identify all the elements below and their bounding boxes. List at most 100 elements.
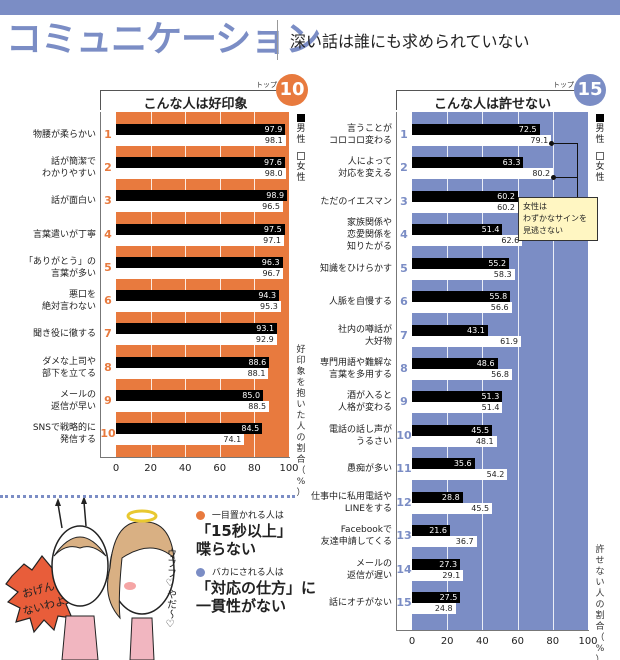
category-label: 人によって 対応を変える bbox=[338, 157, 392, 180]
bar-value-label: 92.9 bbox=[255, 335, 274, 345]
bar-male: 51.3 bbox=[412, 391, 503, 403]
bar-female: 61.9 bbox=[412, 335, 521, 347]
bar-male: 97.5 bbox=[116, 223, 285, 235]
callout-connector bbox=[553, 143, 577, 144]
gridline bbox=[185, 112, 187, 457]
illustration-two-women: おげんじゃ ないわよ!! ウフフ♡やだ〜♡ bbox=[5, 498, 177, 660]
note-headline: 「対応の仕方」に bbox=[196, 579, 317, 597]
bar-value-label: 28.8 bbox=[441, 492, 460, 502]
category-label: Facebookで 友達申請してくる bbox=[320, 525, 392, 548]
category-label: 酒が入ると 人格が変わる bbox=[337, 391, 392, 414]
bar-value-label: 79.1 bbox=[530, 135, 549, 145]
top-label: トップ bbox=[553, 81, 574, 89]
side-text: ウフフ♡やだ〜♡ bbox=[165, 548, 177, 630]
bar-value-label: 54.2 bbox=[486, 470, 505, 480]
note-caption: バカにされる人は bbox=[211, 568, 284, 578]
callout-connector bbox=[555, 177, 577, 178]
bar-female: 56.6 bbox=[412, 302, 512, 314]
bar-value-label: 97.5 bbox=[263, 224, 282, 234]
bar-value-label: 98.9 bbox=[266, 191, 285, 201]
bar-value-label: 85.0 bbox=[242, 391, 261, 401]
bar-value-label: 97.9 bbox=[264, 124, 283, 134]
bar-female: 60.2 bbox=[412, 201, 518, 213]
rank-number: 9 bbox=[400, 395, 408, 409]
chart-header: こんな人は許せない bbox=[396, 90, 588, 112]
bar-value-label: 96.5 bbox=[262, 202, 280, 212]
bar-male: 43.1 bbox=[412, 324, 488, 336]
rank-number: 7 bbox=[104, 327, 112, 341]
bar-value-label: 27.3 bbox=[439, 559, 458, 569]
bar-value-label: 24.8 bbox=[434, 604, 453, 614]
category-label: メールの 返信が遅い bbox=[346, 558, 392, 581]
bar-value-label: 55.8 bbox=[489, 292, 508, 302]
bar-male: 60.2 bbox=[412, 190, 518, 202]
x-tick-label: 80 bbox=[248, 463, 261, 474]
bar-female: 58.3 bbox=[412, 268, 515, 280]
bar-value-label: 62.6 bbox=[501, 236, 520, 246]
bar-male: 72.5 bbox=[412, 123, 540, 135]
bar-value-label: 98.0 bbox=[264, 168, 283, 178]
rank-number: 8 bbox=[104, 360, 112, 374]
callout-line: 見逃さない bbox=[523, 226, 563, 235]
rank-number: 4 bbox=[400, 228, 408, 242]
callout-line: 女性は bbox=[523, 202, 547, 211]
category-label: 知識をひけらかす bbox=[319, 263, 392, 274]
rank-number: 4 bbox=[104, 227, 112, 241]
category-label: 人脈を自慢する bbox=[328, 297, 392, 308]
bar-value-label: 51.3 bbox=[481, 392, 500, 402]
halo-icon bbox=[126, 509, 158, 523]
rank-number: 5 bbox=[400, 261, 408, 275]
bar-value-label: 61.9 bbox=[500, 336, 518, 346]
bar-female: 98.1 bbox=[116, 134, 286, 146]
bar-value-label: 35.6 bbox=[453, 459, 472, 469]
bar-male: 27.5 bbox=[412, 592, 461, 604]
bar-male: 97.9 bbox=[116, 123, 286, 135]
category-label: 話にオチがない bbox=[328, 598, 392, 609]
bar-male: 88.6 bbox=[116, 356, 270, 368]
bar-female: 95.3 bbox=[116, 301, 281, 313]
gridline bbox=[150, 112, 152, 457]
bar-male: 35.6 bbox=[412, 458, 475, 470]
rank-number: 2 bbox=[400, 161, 408, 175]
plot-area: 72.5 79.1 63.3 80.2 60.2 60.2 51.4 62.6 55.2 58.3… bbox=[412, 112, 588, 630]
bar-male: 45.5 bbox=[412, 424, 493, 436]
gridline bbox=[219, 112, 221, 457]
bar-value-label: 56.8 bbox=[491, 370, 509, 379]
rank-number: 1 bbox=[400, 127, 408, 141]
bar-female: 62.6 bbox=[412, 235, 523, 247]
top-count-badge: 15 bbox=[574, 74, 606, 106]
bar-value-label: 48.1 bbox=[475, 436, 494, 446]
rank-number: 15 bbox=[396, 596, 412, 610]
bar-value-label: 63.3 bbox=[502, 158, 521, 168]
bar-value-label: 51.4 bbox=[481, 403, 500, 413]
bar-male: 51.4 bbox=[412, 224, 503, 236]
rank-number: 13 bbox=[396, 529, 412, 543]
category-label: 物腰が柔らかい bbox=[32, 129, 96, 140]
category-label: 言葉遣いが丁寧 bbox=[32, 229, 96, 240]
bar-female: 74.1 bbox=[116, 434, 245, 446]
page-title: コミュニケーション bbox=[6, 19, 321, 60]
bar-value-label: 84.5 bbox=[241, 424, 260, 434]
rank-number: 1 bbox=[104, 127, 112, 141]
bar-male: 55.2 bbox=[412, 257, 510, 269]
x-tick-label: 60 bbox=[511, 636, 524, 647]
page-subtitle: 深い話は誰にも求められていない bbox=[290, 32, 530, 51]
x-axis-label: 許せない人の割合（%） bbox=[595, 545, 605, 660]
gridline bbox=[254, 112, 256, 457]
rank-number: 14 bbox=[396, 562, 412, 576]
bar-female: 88.5 bbox=[116, 401, 270, 413]
bar-female: 24.8 bbox=[412, 603, 456, 615]
category-label: 悪口を 絶対言わない bbox=[41, 290, 96, 313]
legend-female-swatch bbox=[297, 152, 305, 160]
category-label: 仕事中に私用電話や LINEをする bbox=[310, 491, 392, 514]
chart-header: こんな人は好印象 bbox=[100, 90, 290, 112]
bar-female: 96.5 bbox=[116, 201, 283, 213]
category-label: 専門用語や難解な 言葉を多用する bbox=[319, 358, 392, 380]
top-count-badge: 10 bbox=[276, 74, 308, 106]
bar-value-label: 45.5 bbox=[471, 425, 490, 435]
x-tick-label: 100 bbox=[279, 463, 299, 474]
bar-value-label: 48.6 bbox=[476, 359, 495, 368]
bar-female: 54.2 bbox=[412, 469, 508, 481]
rank-number: 7 bbox=[400, 328, 408, 342]
bar-value-label: 72.5 bbox=[518, 124, 537, 134]
